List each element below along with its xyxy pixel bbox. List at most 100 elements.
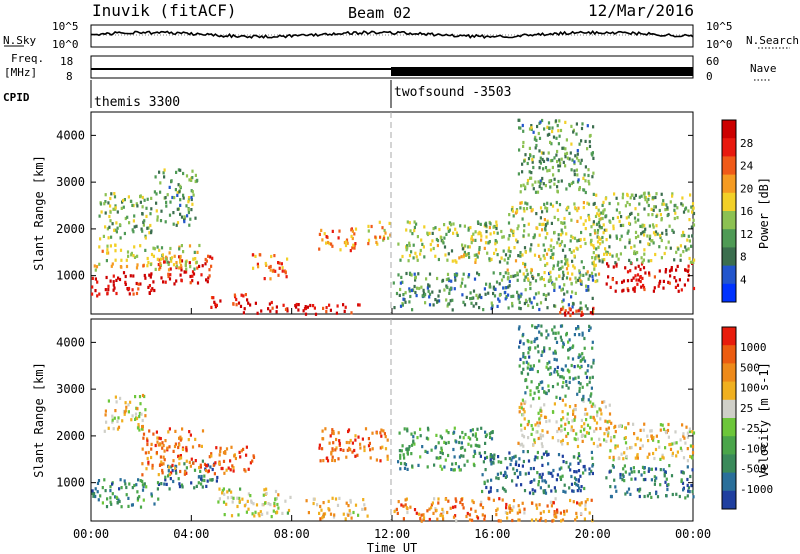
range-cell: [489, 489, 492, 493]
range-cell: [443, 440, 446, 444]
range-cell: [101, 249, 104, 253]
range-cell: [603, 400, 606, 404]
range-cell: [404, 503, 407, 507]
range-cell: [458, 256, 461, 260]
range-cell: [167, 465, 170, 469]
range-cell: [579, 459, 582, 463]
range-cell: [522, 261, 525, 266]
range-cell: [191, 279, 194, 283]
range-cell: [660, 238, 663, 243]
range-cell: [267, 307, 270, 311]
range-cell: [225, 468, 228, 472]
range-cell: [338, 441, 341, 446]
range-cell: [463, 224, 466, 228]
range-cell: [639, 279, 642, 284]
range-cell: [508, 510, 512, 514]
range-cell: [551, 282, 554, 286]
range-cell: [159, 181, 162, 185]
range-cell: [592, 251, 595, 255]
range-cell: [417, 463, 420, 467]
range-cell: [332, 431, 335, 436]
range-cell: [533, 296, 536, 300]
range-cell: [361, 507, 364, 511]
range-cell: [426, 286, 429, 290]
range-cell: [171, 463, 174, 467]
range-cell: [561, 442, 564, 446]
range-cell: [581, 312, 584, 316]
range-cell: [627, 229, 630, 233]
range-cell: [538, 382, 541, 387]
range-cell: [592, 415, 595, 419]
range-cell: [553, 182, 556, 186]
range-cell: [178, 436, 181, 440]
range-cell: [572, 409, 575, 413]
range-cell: [397, 273, 400, 277]
range-cell: [517, 441, 520, 445]
range-cell: [274, 489, 278, 494]
range-cell: [507, 256, 510, 261]
range-cell: [259, 510, 262, 514]
range-cell: [647, 439, 650, 443]
range-cell: [463, 303, 467, 307]
range-cell: [492, 455, 495, 459]
range-cell: [605, 238, 608, 242]
range-cell: [199, 463, 202, 467]
range-cell: [588, 511, 591, 515]
range-cell: [550, 238, 553, 242]
x-tick-label: 20:00: [575, 527, 611, 541]
range-cell: [516, 227, 519, 231]
range-cell: [203, 478, 206, 483]
range-cell: [633, 216, 637, 220]
range-cell: [624, 441, 628, 445]
range-cell: [128, 292, 131, 296]
range-cell: [207, 276, 210, 280]
range-cell: [573, 418, 576, 422]
range-cell: [684, 207, 687, 211]
range-cell: [584, 165, 587, 169]
range-cell: [638, 202, 641, 206]
range-cell: [557, 169, 560, 173]
range-cell: [185, 471, 188, 475]
range-cell: [527, 157, 531, 161]
range-cell: [265, 263, 268, 267]
range-cell: [302, 309, 305, 313]
range-cell: [188, 178, 191, 182]
range-cell: [512, 505, 515, 509]
range-cell: [609, 485, 612, 489]
range-cell: [244, 293, 247, 297]
range-cell: [158, 248, 161, 252]
x-tick-label: 00:00: [73, 527, 109, 541]
range-cell: [144, 236, 147, 240]
range-cell: [135, 416, 139, 421]
range-cell: [592, 361, 595, 365]
range-cell: [107, 236, 110, 240]
range-cell: [408, 241, 411, 245]
range-cell: [471, 518, 474, 522]
range-cell: [135, 266, 139, 270]
colorbar-tick-label: 500: [740, 361, 760, 374]
range-cell: [211, 467, 214, 472]
range-cell: [520, 483, 523, 487]
range-cell: [580, 501, 583, 505]
range-cell: [489, 232, 492, 236]
range-cell: [473, 449, 476, 453]
range-cell: [367, 229, 370, 233]
range-cell: [565, 138, 568, 142]
range-cell: [112, 283, 115, 287]
range-cell: [367, 437, 370, 441]
range-cell: [472, 232, 475, 236]
range-cell: [586, 423, 590, 427]
range-cell: [535, 138, 538, 142]
range-cell: [590, 271, 594, 275]
range-cell: [552, 468, 555, 473]
range-cell: [578, 276, 581, 280]
range-cell: [111, 418, 114, 422]
range-cell: [441, 507, 444, 511]
range-cell: [591, 278, 595, 282]
range-cell: [450, 223, 453, 227]
range-cell: [331, 448, 334, 453]
range-cell: [114, 395, 117, 399]
range-cell: [538, 473, 541, 477]
range-cell: [650, 495, 653, 499]
